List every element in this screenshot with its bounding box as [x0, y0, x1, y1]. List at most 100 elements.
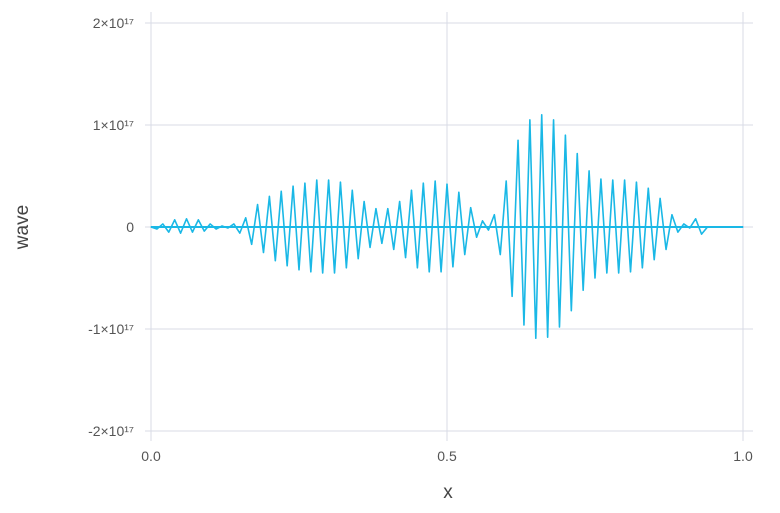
data-point	[328, 179, 330, 181]
data-point	[345, 267, 347, 269]
data-point	[452, 266, 454, 268]
data-point	[351, 189, 353, 191]
data-point	[262, 251, 265, 254]
data-point	[499, 253, 501, 256]
data-point	[203, 230, 205, 232]
data-point	[197, 219, 199, 221]
data-point	[700, 233, 703, 235]
data-point	[221, 225, 223, 227]
data-point	[416, 267, 418, 269]
data-point	[612, 179, 614, 181]
data-point	[322, 272, 324, 274]
data-point	[446, 183, 448, 185]
data-point	[434, 180, 436, 182]
data-point	[618, 272, 620, 274]
data-point	[174, 219, 176, 221]
data-point	[724, 226, 726, 228]
data-point	[653, 259, 655, 261]
data-point	[476, 236, 478, 238]
data-point	[552, 119, 555, 121]
data-point	[209, 223, 211, 225]
data-point	[517, 139, 519, 141]
data-point	[594, 277, 596, 279]
data-point	[742, 226, 744, 228]
x-axis-ticks: 0.0 0.5 1.0	[141, 448, 753, 464]
data-point	[736, 226, 738, 228]
data-point	[156, 228, 158, 230]
data-point	[689, 227, 691, 229]
data-point	[268, 195, 270, 197]
data-point	[316, 179, 318, 181]
data-point	[215, 228, 217, 230]
plot-area	[150, 114, 744, 339]
data-point	[635, 181, 638, 183]
data-point	[381, 242, 383, 244]
data-point	[671, 214, 673, 216]
data-point	[564, 134, 567, 136]
y-axis-ticks: 2×10¹⁷ 1×10¹⁷ 0 -1×10¹⁷ -2×10¹⁷	[88, 15, 134, 439]
data-point	[511, 295, 513, 297]
data-point	[570, 310, 572, 312]
data-point	[606, 272, 608, 274]
data-point	[458, 191, 460, 193]
data-point	[470, 207, 472, 209]
y-axis-title: wave	[12, 205, 33, 250]
y-tick-label: 2×10¹⁷	[93, 15, 134, 31]
data-point	[387, 208, 389, 210]
data-point	[304, 182, 306, 184]
y-tick-label: 1×10¹⁷	[93, 117, 134, 133]
data-point	[428, 271, 430, 273]
data-point	[150, 226, 152, 228]
data-point	[180, 232, 182, 234]
data-point	[588, 170, 590, 172]
data-point	[712, 226, 715, 228]
data-point	[677, 231, 679, 233]
data-point	[393, 248, 395, 251]
data-point	[410, 189, 413, 191]
data-point	[357, 258, 359, 260]
data-point	[256, 203, 259, 206]
data-point	[624, 179, 626, 181]
data-point	[399, 200, 401, 203]
data-point	[363, 200, 365, 203]
data-point	[168, 231, 170, 233]
data-point	[730, 226, 732, 228]
data-point	[481, 220, 484, 222]
data-point	[582, 289, 584, 291]
data-point	[185, 218, 188, 220]
data-point	[505, 180, 507, 182]
data-point	[422, 182, 424, 184]
data-point	[535, 337, 537, 339]
data-point	[547, 336, 549, 338]
data-point	[404, 257, 407, 259]
data-point	[251, 243, 253, 245]
data-point	[683, 223, 685, 225]
x-tick-label: 0.0	[141, 448, 161, 464]
data-point	[339, 181, 342, 183]
data-point	[298, 269, 300, 271]
data-point	[274, 260, 276, 262]
data-point	[239, 232, 241, 234]
data-point	[695, 218, 697, 220]
y-tick-label: -2×10¹⁷	[88, 423, 134, 439]
data-point	[227, 227, 229, 229]
data-point	[162, 223, 164, 225]
data-point	[286, 265, 288, 267]
data-point	[541, 114, 543, 116]
data-point	[493, 214, 495, 216]
data-point	[440, 271, 442, 273]
data-point	[529, 119, 531, 121]
data-point	[600, 178, 602, 180]
data-point	[558, 326, 561, 328]
data-point	[369, 246, 371, 248]
x-tick-label: 0.5	[437, 448, 457, 464]
data-point	[375, 208, 377, 210]
data-point	[665, 248, 667, 251]
data-point	[629, 271, 632, 273]
data-point	[292, 185, 294, 187]
data-point	[310, 271, 312, 273]
data-point	[718, 226, 720, 228]
data-point	[191, 231, 194, 233]
data-point	[487, 229, 490, 231]
